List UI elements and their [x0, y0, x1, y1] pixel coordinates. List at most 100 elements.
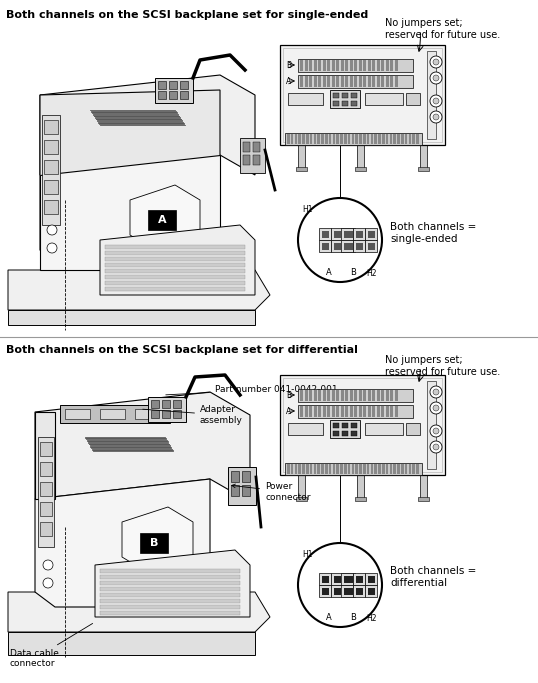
Bar	[298, 59, 413, 72]
Text: A: A	[326, 613, 331, 622]
Text: Both channels on the SCSI backplane set for differential: Both channels on the SCSI backplane set …	[6, 345, 358, 355]
Bar	[65, 409, 90, 419]
Polygon shape	[35, 479, 210, 607]
Bar	[386, 60, 388, 71]
Bar	[386, 76, 388, 87]
Polygon shape	[8, 632, 255, 655]
Circle shape	[47, 243, 57, 253]
Bar	[341, 585, 353, 597]
Bar	[345, 60, 348, 71]
Bar	[367, 242, 374, 249]
Bar	[298, 405, 413, 418]
Bar	[418, 167, 429, 171]
Circle shape	[43, 560, 53, 570]
Text: Adapter
assembly: Adapter assembly	[143, 405, 243, 425]
Bar	[242, 485, 250, 496]
Circle shape	[430, 386, 442, 398]
Bar	[413, 464, 415, 474]
Bar	[287, 464, 289, 474]
Bar	[309, 390, 312, 401]
Bar	[367, 230, 374, 238]
Bar	[173, 410, 181, 418]
Bar	[331, 406, 335, 417]
Bar	[394, 76, 398, 87]
Circle shape	[433, 98, 439, 104]
Bar	[100, 599, 240, 603]
Bar	[363, 60, 366, 71]
Bar	[374, 134, 377, 144]
Bar	[300, 406, 303, 417]
Bar	[296, 497, 307, 501]
Bar	[386, 406, 388, 417]
Bar	[341, 228, 353, 240]
Bar	[322, 576, 329, 583]
Bar	[377, 76, 379, 87]
Bar	[363, 390, 366, 401]
Bar	[342, 431, 348, 436]
Bar	[336, 406, 339, 417]
Bar	[162, 400, 170, 408]
Bar	[300, 60, 303, 71]
Text: Both channels =
differential: Both channels = differential	[390, 566, 476, 588]
Text: Both channels on the SCSI backplane set for single-ended: Both channels on the SCSI backplane set …	[6, 10, 368, 20]
Bar	[169, 91, 177, 99]
Bar	[280, 45, 445, 145]
Bar	[355, 497, 366, 501]
Bar	[319, 573, 331, 585]
Bar	[351, 431, 357, 436]
Text: A: A	[286, 76, 291, 85]
Bar	[305, 406, 308, 417]
Bar	[343, 573, 355, 585]
Bar	[345, 406, 348, 417]
Bar	[386, 464, 388, 474]
Bar	[105, 275, 245, 279]
Bar	[355, 167, 366, 171]
Bar	[105, 263, 245, 267]
Circle shape	[43, 578, 53, 588]
Bar	[44, 200, 58, 214]
Polygon shape	[100, 225, 255, 295]
Circle shape	[430, 441, 442, 453]
Bar	[381, 390, 384, 401]
Bar	[314, 134, 316, 144]
Bar	[155, 78, 193, 103]
Bar	[401, 134, 404, 144]
Bar	[353, 240, 365, 252]
Bar	[354, 390, 357, 401]
Bar	[390, 406, 393, 417]
Bar	[377, 60, 379, 71]
Bar	[180, 81, 188, 89]
Bar	[327, 76, 330, 87]
Polygon shape	[95, 550, 250, 617]
Bar	[367, 587, 374, 594]
Bar	[397, 134, 400, 144]
Bar	[365, 423, 403, 435]
Bar	[298, 389, 413, 402]
Bar	[330, 420, 360, 438]
Bar	[346, 230, 353, 238]
Bar	[243, 142, 250, 152]
Bar	[331, 585, 343, 597]
Bar	[296, 167, 307, 171]
Bar	[140, 533, 168, 553]
Bar	[306, 134, 308, 144]
Polygon shape	[8, 310, 255, 325]
Circle shape	[430, 95, 442, 107]
Bar	[231, 485, 239, 496]
Bar	[314, 390, 316, 401]
Bar	[100, 569, 240, 573]
Bar	[352, 464, 354, 474]
Bar	[353, 573, 365, 585]
Bar	[420, 145, 427, 169]
Bar	[253, 155, 260, 165]
Bar	[287, 134, 289, 144]
Bar	[100, 587, 240, 591]
Bar	[325, 134, 328, 144]
Bar	[346, 576, 353, 583]
Circle shape	[430, 56, 442, 68]
Bar	[372, 76, 375, 87]
Bar	[243, 155, 250, 165]
Bar	[381, 60, 384, 71]
Bar	[367, 60, 371, 71]
Bar	[356, 576, 363, 583]
